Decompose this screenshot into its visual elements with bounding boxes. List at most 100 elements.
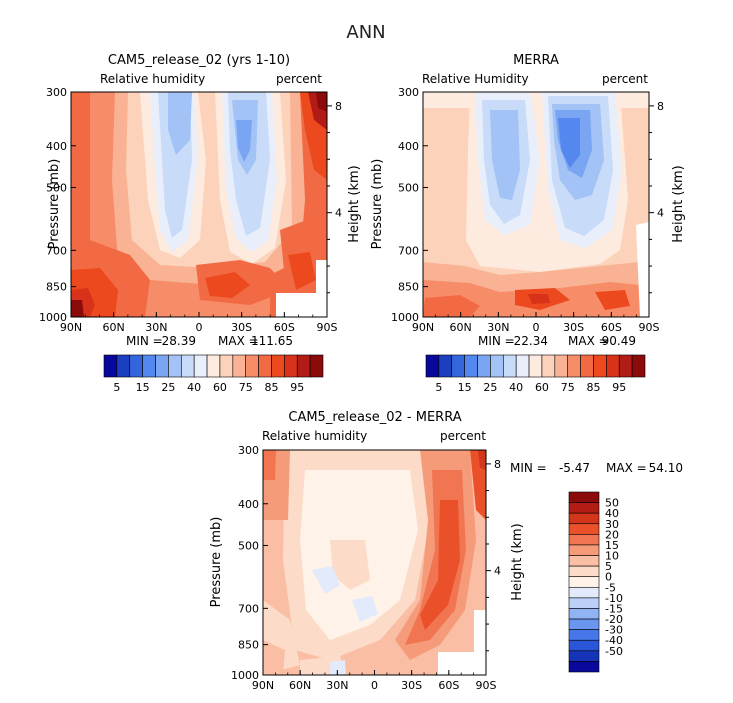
diff-colorbar-swatch <box>568 586 600 599</box>
merra-colorbar-swatch <box>490 354 504 378</box>
diff-colorbar-label: -5 <box>605 581 616 594</box>
diff-colorbar-swatch <box>568 618 600 630</box>
cam-colorbar-swatch <box>116 354 131 378</box>
merra-colorbar-swatch <box>606 354 620 378</box>
merra-max-value: 90.49 <box>602 334 636 348</box>
diff-max-label: MAX = <box>606 461 647 475</box>
merra-y2tick-label: 8 <box>657 100 664 113</box>
cam-colorbar-label: 85 <box>264 381 278 394</box>
cam-max-value: 111.65 <box>251 334 293 348</box>
cam-colorbar-label: 5 <box>113 381 120 394</box>
diff-colorbar-swatch <box>568 639 600 652</box>
cam-panel-title: CAM5_release_02 (yrs 1-10) <box>108 53 290 68</box>
cam-colorbar-swatch <box>193 354 208 378</box>
diff-colorbar-label: 5 <box>605 560 612 573</box>
cam-contour-field <box>71 92 327 317</box>
cam-colorbar-swatch <box>180 354 195 378</box>
merra-colorbar-label: 85 <box>586 381 600 394</box>
merra-colorbar-swatch <box>425 354 440 378</box>
merra-ylabel: Pressure (mb) <box>370 159 385 250</box>
merra-colorbar-swatch <box>438 354 453 378</box>
cam-colorbar-swatch <box>219 354 234 378</box>
diff-colorbar-swatch <box>568 502 600 514</box>
cam-colorbar-swatch <box>232 354 247 378</box>
merra-ytick-label: 400 <box>398 140 419 153</box>
diff-ytick-label: 300 <box>238 444 259 457</box>
diff-colorbar-swatch <box>568 597 600 609</box>
diff-y2tick-label: 8 <box>494 458 501 471</box>
merra-ytick-label: 500 <box>398 181 419 194</box>
merra-xtick-label: 90S <box>639 321 660 334</box>
cam-right-label: percent <box>276 72 322 86</box>
diff-colorbar-swatch <box>568 608 600 620</box>
diff-xtick-label: 30S <box>401 679 422 692</box>
diff-contour-field <box>263 450 486 675</box>
cam-colorbar-swatch <box>245 354 259 378</box>
merra-colorbar-label: 5 <box>435 381 442 394</box>
diff-xtick-label: 90N <box>252 679 274 692</box>
cam-colorbar-swatch <box>168 354 182 378</box>
merra-ytick-label: 300 <box>398 86 419 99</box>
diff-colorbar-label: 0 <box>605 571 612 584</box>
diff-right-label: percent <box>440 429 486 443</box>
cam-ytick-label: 500 <box>46 181 67 194</box>
merra-y2tick-label: 4 <box>657 207 664 220</box>
merra-colorbar: 5 15 25 40 60 75 85 95 <box>425 354 646 394</box>
diff-colorbar-label: -30 <box>605 624 623 637</box>
diff-colorbar-label: -40 <box>605 634 623 647</box>
cam-stats: MIN = 28.39 MAX = 111.65 <box>126 334 293 348</box>
diff-ylabel: Pressure (mb) <box>209 517 224 608</box>
cam-colorbar-label: 40 <box>187 381 201 394</box>
merra-colorbar-swatch <box>464 354 478 378</box>
merra-colorbar-swatch <box>515 354 530 378</box>
diff-colorbar-swatch <box>568 576 600 588</box>
merra-colorbar-label: 40 <box>509 381 523 394</box>
cam-xtick-label: 30S <box>231 321 252 334</box>
diff-max-value: 54.10 <box>649 461 683 475</box>
diff-colorbar-label: -20 <box>605 613 623 626</box>
diff-colorbar-swatch <box>568 661 600 673</box>
merra-xtick-label: 30N <box>487 321 509 334</box>
cam-colorbar-swatch <box>155 354 169 378</box>
merra-colorbar-label: 15 <box>458 381 472 394</box>
cam-colorbar-swatch <box>284 354 298 378</box>
cam-y2tick-label: 4 <box>335 207 342 220</box>
cam-xtick-label: 60S <box>274 321 295 334</box>
cam-min-label: MIN = <box>126 334 163 348</box>
merra-contour-field <box>423 92 649 317</box>
cam-colorbar-label: 25 <box>161 381 175 394</box>
diff-colorbar-swatch <box>568 512 600 525</box>
cam-colorbar-label: 60 <box>213 381 227 394</box>
diff-y2tick-label: 4 <box>494 565 501 578</box>
merra-max-label: MAX = <box>568 334 609 348</box>
merra-panel: MERRA Relative Humidity percent 90N 60N 3 <box>370 53 686 394</box>
cam-colorbar-label: 15 <box>136 381 150 394</box>
diff-panel-title: CAM5_release_02 - MERRA <box>288 410 461 425</box>
diff-colorbar-label: 40 <box>605 507 619 520</box>
merra-xtick-label: 90N <box>412 321 434 334</box>
diff-colorbar-swatch <box>568 565 600 578</box>
diff-left-label: Relative humidity <box>262 429 367 443</box>
merra-xtick-label: 0 <box>533 321 540 334</box>
diff-colorbar-swatch <box>568 650 600 662</box>
cam-colorbar: 5 15 25 40 60 75 85 95 <box>103 354 324 394</box>
cam-colorbar-label: 95 <box>290 381 304 394</box>
merra-y2label: Height (km) <box>671 165 686 242</box>
merra-min-label: MIN = <box>478 334 515 348</box>
cam-ytick-label: 300 <box>46 86 67 99</box>
merra-colorbar-swatch <box>618 354 633 378</box>
cam-ylabel: Pressure (mb) <box>47 159 62 250</box>
diff-ytick-label: 850 <box>238 639 259 652</box>
cam-colorbar-label: 75 <box>239 381 253 394</box>
diff-colorbar-label: 20 <box>605 528 619 541</box>
diff-min-value: -5.47 <box>559 461 590 475</box>
merra-colorbar-swatch <box>451 354 465 378</box>
diff-colorbar-swatch <box>568 555 600 567</box>
cam-y2tick-label: 8 <box>335 100 342 113</box>
cam-panel: CAM5_release_02 (yrs 1-10) Relative humi… <box>39 53 362 394</box>
merra-colorbar-swatch <box>477 354 491 378</box>
cam-left-label: Relative humidity <box>100 72 205 86</box>
cam-max-label: MAX = <box>218 334 259 348</box>
cam-y2label: Height (km) <box>347 165 362 242</box>
